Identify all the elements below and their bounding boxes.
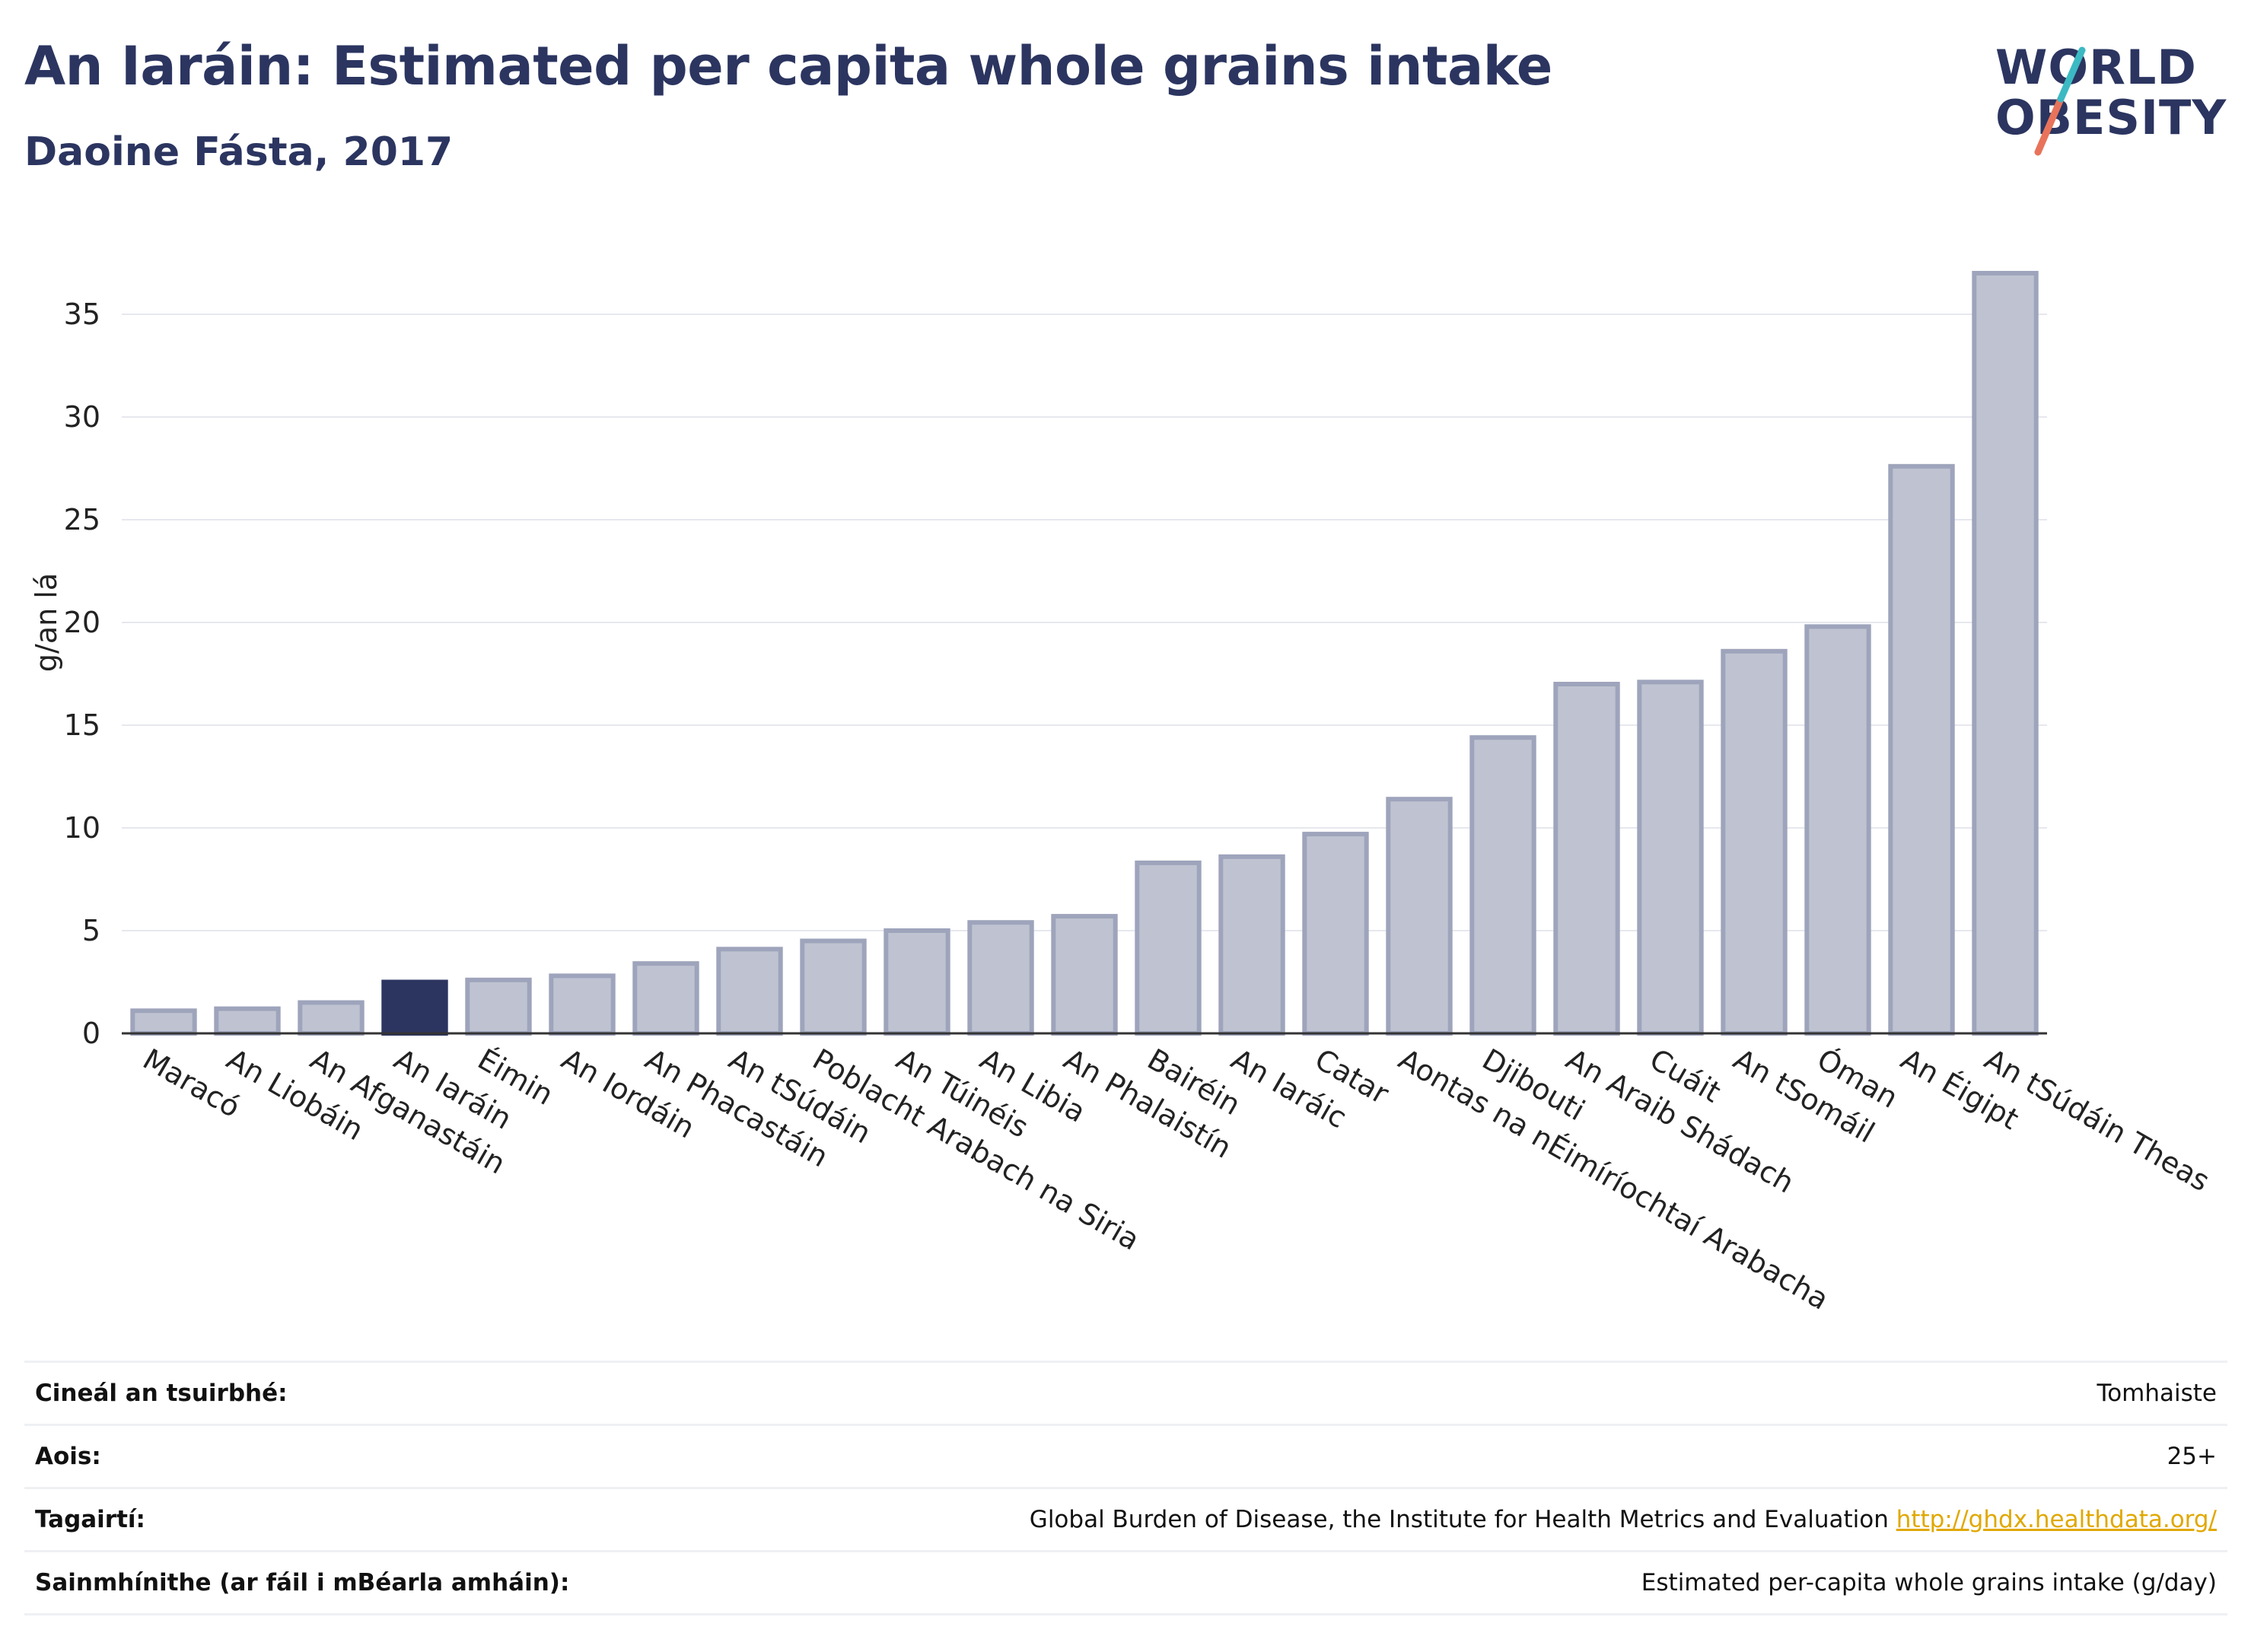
info-value: 25+	[2167, 1443, 2217, 1470]
logo-text-obesity: OBESITY	[1995, 90, 2227, 145]
bar	[1888, 463, 1955, 1036]
bar	[967, 920, 1034, 1036]
bar	[1721, 648, 1788, 1036]
info-value-group: Global Burden of Disease, the Institute …	[1030, 1506, 2217, 1533]
info-value: Tomhaiste	[2097, 1380, 2217, 1407]
info-row-definitions: Sainmhínithe (ar fáil i mBéarla amháin):…	[24, 1552, 2227, 1615]
info-row-survey-type: Cineál an tsuirbhé: Tomhaiste	[24, 1363, 2227, 1426]
info-key: Cineál an tsuirbhé:	[35, 1380, 288, 1407]
logo-slash-icon	[2034, 46, 2086, 156]
info-value: Estimated per-capita whole grains intake…	[1641, 1569, 2217, 1596]
bar	[298, 1000, 365, 1036]
bar	[716, 947, 783, 1036]
bar	[130, 1008, 197, 1036]
bars	[130, 271, 2039, 1036]
y-tick-label: 20	[64, 606, 100, 639]
bar	[1302, 832, 1369, 1036]
info-row-references: Tagairtí: Global Burden of Disease, the …	[24, 1489, 2227, 1552]
bar	[1553, 682, 1620, 1036]
y-axis-ticks: 0 5 10 15 20 25 30 35	[64, 298, 100, 1050]
info-value: Global Burden of Disease, the Institute …	[1029, 1506, 1889, 1533]
info-key: Tagairtí:	[35, 1506, 145, 1533]
info-table: Cineál an tsuirbhé: Tomhaiste Aois: 25+ …	[24, 1361, 2227, 1615]
bar	[1972, 271, 2039, 1036]
bar	[549, 973, 616, 1036]
bar	[1469, 735, 1536, 1036]
bar	[884, 928, 950, 1036]
bar	[1637, 680, 1704, 1036]
world-obesity-logo: WORLD OBESITY	[1986, 23, 2237, 160]
bar	[465, 977, 532, 1036]
y-tick-label: 5	[82, 914, 100, 947]
bar	[1135, 860, 1202, 1036]
bar	[1386, 797, 1453, 1036]
y-tick-label: 0	[82, 1017, 100, 1050]
y-tick-label: 10	[64, 811, 100, 845]
chart-title: An Iaráin: Estimated per capita whole gr…	[24, 35, 1552, 97]
info-row-age: Aois: 25+	[24, 1426, 2227, 1489]
bar	[381, 979, 448, 1036]
y-tick-label: 15	[64, 708, 100, 742]
info-key: Aois:	[35, 1443, 101, 1470]
x-tick-label: Maracó	[138, 1042, 246, 1125]
bar	[1218, 854, 1285, 1036]
reference-link[interactable]: http://ghdx.healthdata.org/	[1896, 1506, 2217, 1533]
logo-text-world: WORLD	[1995, 40, 2197, 95]
info-key: Sainmhínithe (ar fáil i mBéarla amháin):	[35, 1569, 570, 1596]
chart-subtitle: Daoine Fásta, 2017	[24, 129, 454, 175]
bar	[800, 938, 867, 1036]
bar	[214, 1006, 281, 1036]
y-axis-title: g/an lá	[30, 573, 63, 672]
y-tick-label: 25	[64, 503, 100, 536]
bar	[632, 961, 699, 1036]
y-tick-label: 35	[64, 298, 100, 331]
y-tick-label: 30	[64, 400, 100, 434]
bar	[1051, 914, 1118, 1036]
bar	[1804, 624, 1871, 1036]
